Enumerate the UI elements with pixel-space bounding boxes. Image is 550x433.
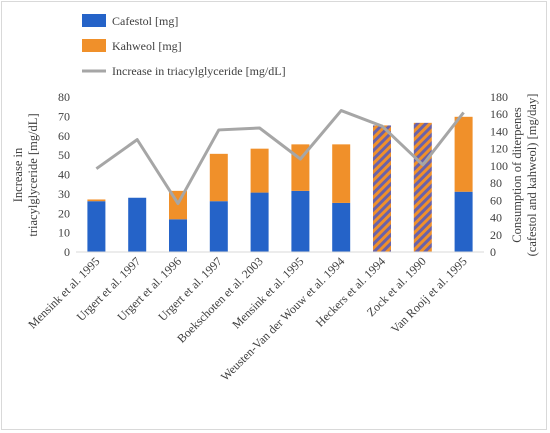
bar-kahweol bbox=[250, 148, 269, 193]
bar-cafestol bbox=[128, 197, 147, 252]
bar-cafestol bbox=[291, 190, 310, 252]
left-tick-label: 30 bbox=[58, 187, 70, 201]
legend-label-cafestol: Cafestol [mg] bbox=[112, 14, 178, 28]
right-tick-label: 120 bbox=[490, 142, 508, 156]
bar-cafestol bbox=[454, 191, 473, 252]
bar-kahweol bbox=[454, 116, 473, 192]
left-tick-label: 10 bbox=[58, 226, 70, 240]
bar-cafestol bbox=[209, 201, 228, 252]
left-tick-label: 80 bbox=[58, 90, 70, 104]
line-triacylglyceride bbox=[95, 109, 465, 206]
left-tick-label: 0 bbox=[64, 245, 70, 259]
right-tick-label: 100 bbox=[490, 159, 508, 173]
bar-cafestol bbox=[332, 202, 351, 252]
right-tick-label: 40 bbox=[490, 211, 502, 225]
right-tick-label: 140 bbox=[490, 124, 508, 138]
svg-text:(cafestol and kahweol) [mg/day: (cafestol and kahweol) [mg/day] bbox=[525, 94, 539, 257]
svg-text:Increase in: Increase in bbox=[11, 147, 25, 202]
category-label: Van Rooij et al. 1995 bbox=[388, 254, 470, 336]
left-tick-label: 50 bbox=[58, 148, 70, 162]
left-tick-label: 60 bbox=[58, 129, 70, 143]
bar-kahweol bbox=[332, 144, 351, 203]
bar-cafestol bbox=[169, 219, 187, 252]
left-tick-label: 70 bbox=[58, 109, 70, 123]
right-tick-label: 0 bbox=[490, 245, 496, 259]
right-tick-label: 180 bbox=[490, 90, 508, 104]
legend-swatch-kahweol bbox=[82, 39, 106, 52]
right-axis-title: Consumption of diterpenes (cafestol and … bbox=[510, 94, 539, 257]
bar-cafestol bbox=[87, 201, 106, 252]
right-tick-label: 80 bbox=[490, 176, 502, 190]
svg-text:Consumption of diterpenes: Consumption of diterpenes bbox=[510, 107, 524, 243]
plot-area: 0 10 20 30 40 50 60 70 80 0 20 40 60 80 100 120 140 160 18… bbox=[25, 90, 508, 384]
legend-swatch-cafestol bbox=[82, 14, 106, 27]
bar-combined bbox=[413, 122, 432, 252]
right-tick-label: 20 bbox=[490, 228, 502, 242]
left-tick-label: 20 bbox=[58, 206, 70, 220]
category-label: Heckers et al. 1994 bbox=[313, 254, 388, 329]
legend-label-kahweol: Kahweol [mg] bbox=[112, 39, 182, 53]
legend: Cafestol [mg] Kahweol [mg] Increase in t… bbox=[82, 14, 286, 78]
bar-kahweol bbox=[87, 199, 106, 202]
category-label: Mensink et al. 1995 bbox=[229, 254, 306, 331]
right-tick-label: 160 bbox=[490, 107, 508, 121]
right-tick-label: 60 bbox=[490, 193, 502, 207]
category-label: Mensink et al. 1995 bbox=[25, 254, 102, 331]
left-axis-title: Increase in triacylglyceride [mg/dL] bbox=[11, 113, 40, 236]
bar-combined bbox=[373, 125, 391, 252]
svg-text:triacylglyceride [mg/dL]: triacylglyceride [mg/dL] bbox=[26, 113, 40, 236]
left-tick-label: 40 bbox=[58, 168, 70, 182]
legend-label-line: Increase in triacylglyceride [mg/dL] bbox=[112, 64, 286, 78]
bar-cafestol bbox=[250, 192, 269, 252]
bar-kahweol bbox=[209, 153, 228, 202]
